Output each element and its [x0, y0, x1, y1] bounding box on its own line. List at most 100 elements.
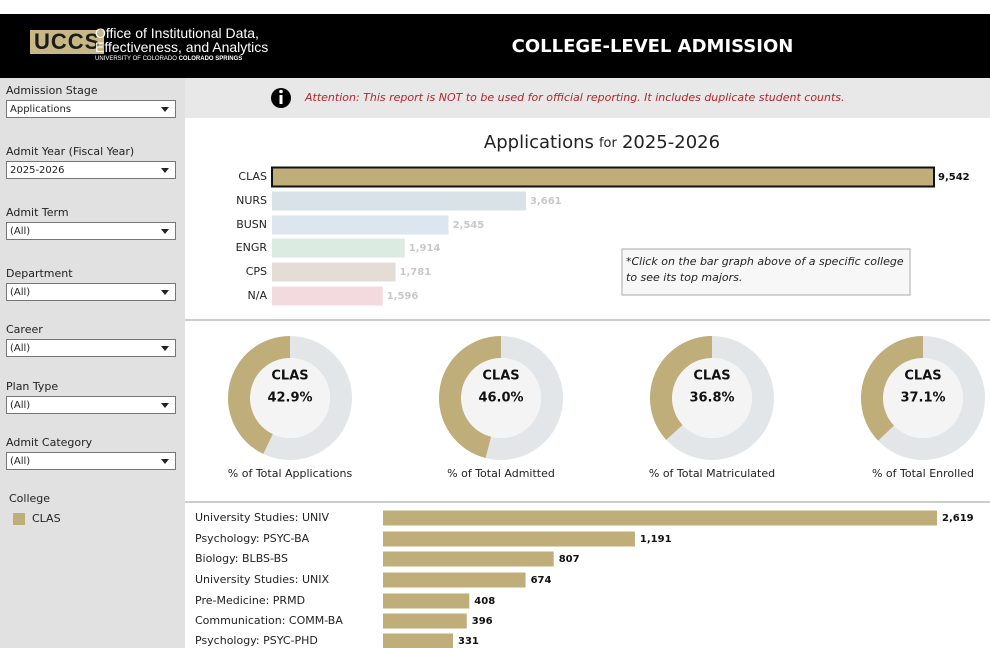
major-value: 2,619 [942, 513, 974, 524]
bar [272, 215, 449, 235]
title-year: 2025-2026 [622, 132, 720, 153]
filter-label: Admission Stage [6, 84, 98, 97]
note-box [621, 248, 911, 296]
org-name: Office of Institutional Data, Effectiven… [95, 26, 268, 54]
legend-title: College [9, 492, 51, 505]
university-name: UNIVERSITY OF COLORADO [95, 56, 177, 62]
filter-dropdown[interactable]: 2025-2026 [6, 161, 176, 179]
major-value: 331 [458, 636, 479, 647]
donut-caption: % of Total Applications [228, 467, 353, 480]
donut-label: CLAS [693, 369, 730, 384]
bar-label: ENGR [236, 241, 268, 254]
bar-label: NURS [236, 194, 267, 207]
legend-label: CLAS [32, 512, 61, 525]
info-icon-dot [279, 89, 283, 94]
major-value: 1,191 [640, 534, 672, 545]
campus-name: COLORADO SPRINGS [178, 56, 243, 62]
logo: UCCS [30, 30, 105, 54]
major-bar [383, 551, 554, 567]
legend-swatch [13, 513, 25, 525]
donut-hole [672, 358, 752, 438]
org-line: Effectiveness, and Analytics [95, 39, 269, 55]
bar-value: 1,914 [409, 243, 441, 254]
major-label: University Studies: UNIV [195, 511, 330, 524]
major-value: 674 [531, 575, 552, 586]
major-label: University Studies: UNIX [195, 573, 330, 586]
donut-caption: % of Total Matriculated [649, 467, 775, 480]
donut-label: CLAS [271, 369, 308, 384]
filter-dropdown[interactable]: (All) [6, 339, 176, 357]
bar-value: 3,661 [530, 196, 562, 207]
donut-segment [439, 336, 501, 459]
donut-hole [461, 358, 541, 438]
bar [272, 286, 383, 306]
info-icon-stem [279, 95, 283, 104]
bar-value: 9,542 [938, 172, 970, 183]
donut-segment [228, 336, 290, 454]
bar-value: 2,545 [453, 220, 485, 231]
sidebar: Admission Stage Applications Admit Year (F… [0, 78, 185, 648]
donut-value: 42.9% [267, 391, 312, 406]
major-bar [383, 510, 937, 526]
page-title: COLLEGE-LEVEL ADMISSION [511, 36, 794, 57]
donut-value: 46.0% [478, 391, 523, 406]
university: UNIVERSITY OF COLORADO COLORADO SPRINGS [95, 56, 242, 62]
donut-value: 36.8% [689, 391, 734, 406]
donut-label: CLAS [904, 369, 941, 384]
donut-hole [250, 358, 330, 438]
filter-dropdown[interactable]: (All) [6, 452, 176, 470]
filter-label: Career [6, 323, 43, 336]
donut-segment [650, 336, 712, 440]
filter-label: Department [6, 267, 73, 280]
donut-caption: % of Total Admitted [447, 467, 555, 480]
filter-dropdown[interactable]: (All) [6, 222, 176, 240]
major-value: 408 [474, 596, 495, 607]
chart-title: Applications for 2025-2026 [484, 132, 720, 153]
bar-value: 1,781 [400, 267, 432, 278]
major-label: Psychology: PSYC-BA [195, 532, 310, 545]
major-value: 807 [559, 554, 580, 565]
filter-dropdown[interactable]: (All) [6, 396, 176, 414]
filter-label: Admit Year (Fiscal Year) [6, 145, 135, 158]
note: *Click on the bar graph above of a speci… [626, 255, 904, 284]
major-bar [383, 613, 467, 629]
bar-label: CLAS [238, 170, 267, 183]
major-bar [383, 531, 635, 547]
donut-caption: % of Total Enrolled [872, 467, 974, 480]
major-bar [383, 572, 526, 588]
bar-value: 1,596 [387, 291, 419, 302]
notice-text: Attention: This report is NOT to be used… [304, 91, 845, 104]
title-for: for [599, 136, 618, 151]
major-value: 396 [472, 616, 493, 627]
major-label: Pre-Medicine: PRMD [195, 594, 305, 607]
bar-label: N/A [248, 289, 268, 302]
donut-segment [861, 336, 923, 441]
major-label: Psychology: PSYC-PHD [195, 634, 318, 647]
bar [272, 191, 526, 211]
filter-dropdown[interactable]: Applications [6, 100, 176, 118]
filter-dropdown[interactable]: (All) [6, 283, 176, 301]
note-text: *Click on the bar graph above of a speci… [626, 255, 904, 284]
filter-label: Plan Type [6, 380, 59, 393]
org-line: Office of Institutional Data, [95, 25, 259, 41]
bar [272, 262, 396, 282]
bar-label: CPS [246, 265, 267, 278]
major-bar [383, 633, 454, 648]
major-bar [383, 593, 470, 609]
filter-label: Admit Category [6, 436, 93, 449]
title-stage: Applications [484, 132, 594, 153]
bar [271, 166, 935, 188]
major-label: Biology: BLBS-BS [195, 552, 288, 565]
donut-value: 37.1% [900, 391, 945, 406]
bar [272, 238, 405, 258]
bar-label: BUSN [236, 218, 267, 231]
header: UCCS Office of Institutional Data, Effec… [0, 14, 990, 78]
main-panel: Attention: This report is NOT to be used… [185, 78, 990, 648]
notice-bar [185, 78, 990, 118]
filter-label: Admit Term [6, 206, 69, 219]
donut-hole [883, 358, 963, 438]
donut-label: CLAS [482, 369, 519, 384]
major-label: Communication: COMM-BA [195, 614, 343, 627]
